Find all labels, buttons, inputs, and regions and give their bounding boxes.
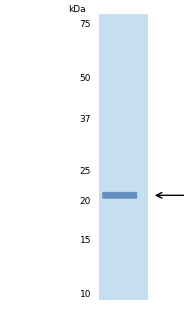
- Text: 15: 15: [80, 236, 91, 245]
- Text: 20: 20: [80, 197, 91, 206]
- Text: 75: 75: [80, 20, 91, 29]
- Text: 21kDa: 21kDa: [186, 190, 190, 200]
- Bar: [99, 14, 148, 300]
- Text: 10: 10: [80, 290, 91, 299]
- Text: 37: 37: [80, 115, 91, 124]
- Text: Western Blot: Western Blot: [116, 0, 188, 2]
- FancyBboxPatch shape: [102, 192, 137, 199]
- Text: kDa: kDa: [68, 5, 86, 14]
- Text: 25: 25: [80, 167, 91, 176]
- Text: 50: 50: [80, 74, 91, 83]
